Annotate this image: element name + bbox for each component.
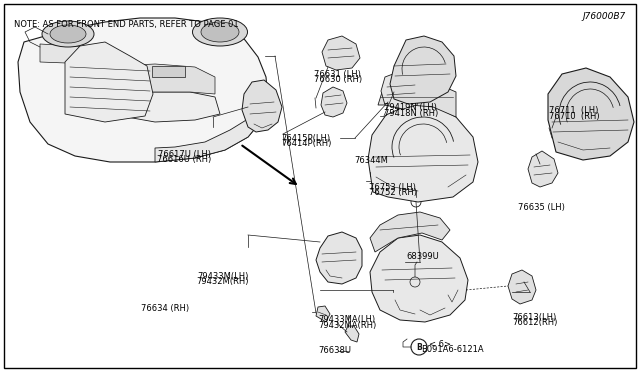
Text: 76635 (LH): 76635 (LH) xyxy=(518,203,565,212)
Polygon shape xyxy=(508,270,536,304)
Text: NOTE: AS FOR FRONT END PARTS, REFER TO PAGE 01: NOTE: AS FOR FRONT END PARTS, REFER TO P… xyxy=(14,19,239,29)
Text: 76612(RH): 76612(RH) xyxy=(512,318,557,327)
Text: 76631 (LH): 76631 (LH) xyxy=(314,70,360,79)
Polygon shape xyxy=(368,105,478,202)
Ellipse shape xyxy=(201,22,239,42)
Polygon shape xyxy=(528,151,558,187)
Polygon shape xyxy=(40,44,92,64)
Text: J76000B7: J76000B7 xyxy=(583,12,626,20)
Text: 68399U: 68399U xyxy=(406,252,439,261)
Text: 76415P(LH): 76415P(LH) xyxy=(282,134,331,143)
Polygon shape xyxy=(381,71,421,109)
Text: 79433M(LH): 79433M(LH) xyxy=(197,272,248,280)
Polygon shape xyxy=(378,79,456,117)
Text: 79432M(RH): 79432M(RH) xyxy=(196,277,248,286)
Polygon shape xyxy=(390,36,456,104)
Polygon shape xyxy=(242,80,282,132)
Text: < 6>: < 6> xyxy=(429,340,451,349)
Polygon shape xyxy=(321,87,347,117)
Text: 76753 (LH): 76753 (LH) xyxy=(369,183,415,192)
Ellipse shape xyxy=(193,18,248,46)
Polygon shape xyxy=(316,306,330,322)
Ellipse shape xyxy=(42,21,94,47)
Polygon shape xyxy=(110,66,140,77)
Text: 76613(LH): 76613(LH) xyxy=(512,313,556,322)
Text: B: B xyxy=(416,343,422,352)
Text: 76414P(RH): 76414P(RH) xyxy=(282,139,332,148)
Text: 76638U: 76638U xyxy=(319,346,352,355)
Text: B091A6-6121A: B091A6-6121A xyxy=(421,345,484,354)
Text: 79419N (LH): 79419N (LH) xyxy=(384,103,437,112)
Polygon shape xyxy=(370,235,468,322)
Polygon shape xyxy=(345,326,359,342)
Polygon shape xyxy=(65,42,153,122)
Text: 76752 (RH): 76752 (RH) xyxy=(369,188,417,197)
Polygon shape xyxy=(18,18,268,162)
Ellipse shape xyxy=(50,25,86,43)
Text: 79432MA(RH): 79432MA(RH) xyxy=(319,321,377,330)
Polygon shape xyxy=(548,68,634,160)
Polygon shape xyxy=(155,114,262,162)
Text: 79433MA(LH): 79433MA(LH) xyxy=(319,315,376,324)
Polygon shape xyxy=(152,66,185,77)
Polygon shape xyxy=(110,92,220,122)
Text: 76617U (LH): 76617U (LH) xyxy=(158,150,211,159)
Polygon shape xyxy=(370,212,450,252)
Polygon shape xyxy=(95,64,215,94)
Text: 76711  (LH): 76711 (LH) xyxy=(549,106,598,115)
Text: 76634 (RH): 76634 (RH) xyxy=(141,304,189,312)
Text: 79418N (RH): 79418N (RH) xyxy=(384,109,438,118)
Text: 76344M: 76344M xyxy=(354,156,388,165)
Text: 76630 (RH): 76630 (RH) xyxy=(314,76,362,84)
Polygon shape xyxy=(322,36,360,70)
Polygon shape xyxy=(316,232,362,284)
Text: 76616U (RH): 76616U (RH) xyxy=(157,155,211,164)
Text: 76710  (RH): 76710 (RH) xyxy=(549,112,600,121)
